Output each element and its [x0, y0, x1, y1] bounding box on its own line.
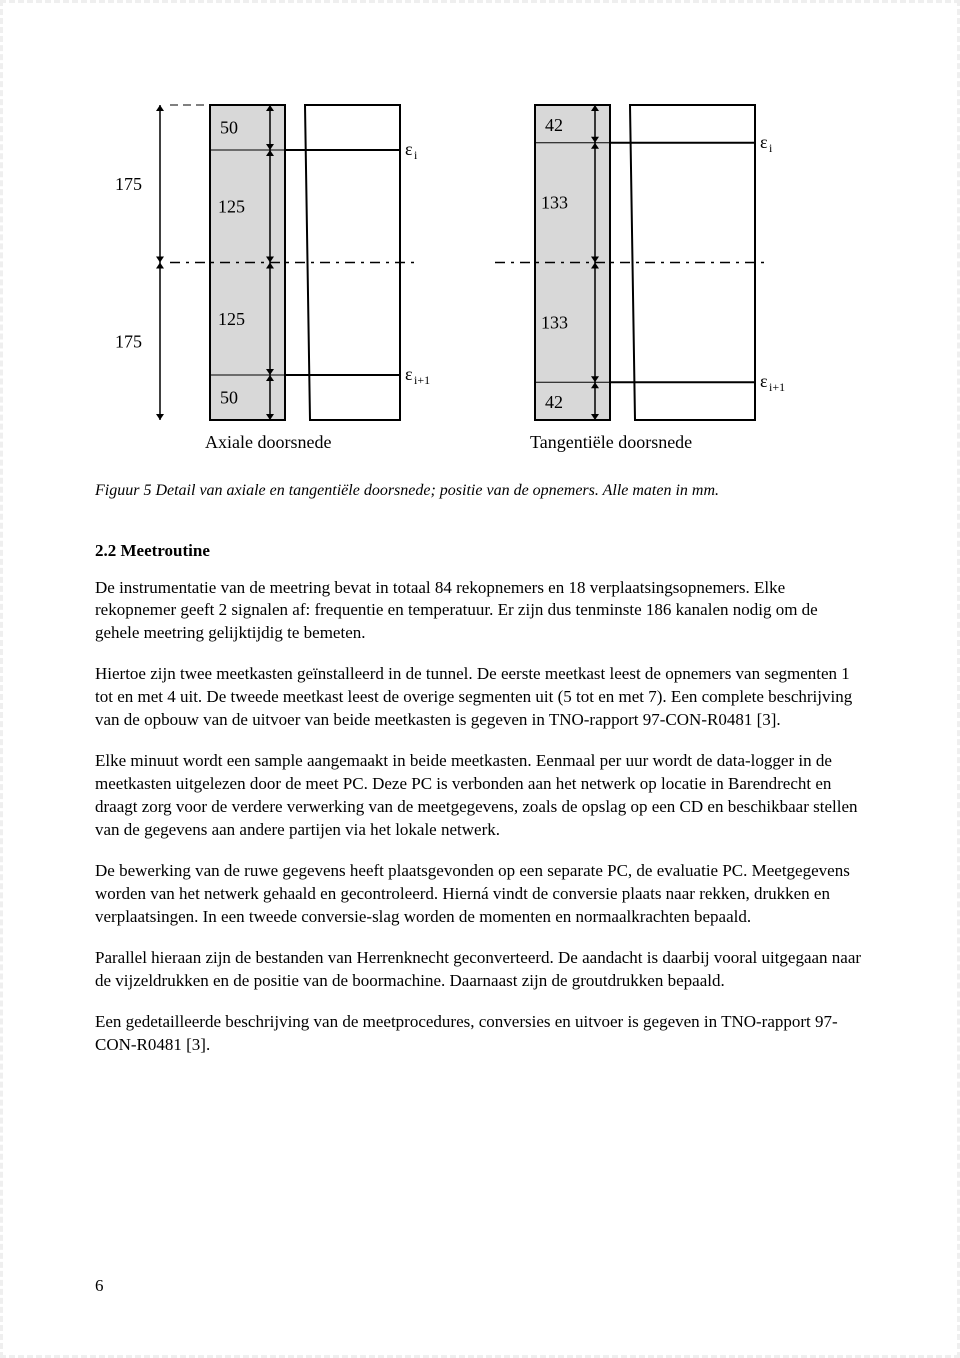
- svg-text:i+1: i+1: [769, 380, 785, 394]
- svg-text:i+1: i+1: [414, 373, 430, 387]
- svg-text:42: 42: [545, 115, 563, 135]
- figure-caption: Figuur 5 Detail van axiale en tangentiël…: [95, 480, 865, 502]
- svg-text:50: 50: [220, 118, 238, 138]
- paragraph-1: De instrumentatie van de meetring bevat …: [95, 577, 865, 646]
- svg-text:i: i: [414, 148, 418, 162]
- page-number: 6: [95, 1275, 104, 1298]
- paragraph-6: Een gedetailleerde beschrijving van de m…: [95, 1011, 865, 1057]
- svg-text:50: 50: [220, 388, 238, 408]
- svg-text:175: 175: [115, 174, 142, 194]
- svg-text:i: i: [769, 141, 773, 155]
- section-heading: 2.2 Meetroutine: [95, 540, 865, 563]
- paragraph-4: De bewerking van de ruwe gegevens heeft …: [95, 860, 865, 929]
- paragraph-2: Hiertoe zijn twee meetkasten geïnstallee…: [95, 663, 865, 732]
- svg-text:133: 133: [541, 193, 568, 213]
- svg-text:ε: ε: [405, 139, 413, 159]
- svg-text:175: 175: [115, 331, 142, 351]
- svg-text:ε: ε: [405, 364, 413, 384]
- svg-text:133: 133: [541, 312, 568, 332]
- svg-text:ε: ε: [760, 132, 768, 152]
- paragraph-3: Elke minuut wordt een sample aangemaakt …: [95, 750, 865, 842]
- svg-text:42: 42: [545, 392, 563, 412]
- svg-text:125: 125: [218, 309, 245, 329]
- svg-text:ε: ε: [760, 371, 768, 391]
- svg-text:Tangentiële doorsnede: Tangentiële doorsnede: [530, 432, 692, 452]
- paragraph-5: Parallel hieraan zijn de bestanden van H…: [95, 947, 865, 993]
- svg-text:Axiale doorsnede: Axiale doorsnede: [205, 432, 331, 452]
- svg-text:125: 125: [218, 196, 245, 216]
- figure-5: εiεi+11751755012512550Axiale doorsnedeεi…: [95, 85, 865, 465]
